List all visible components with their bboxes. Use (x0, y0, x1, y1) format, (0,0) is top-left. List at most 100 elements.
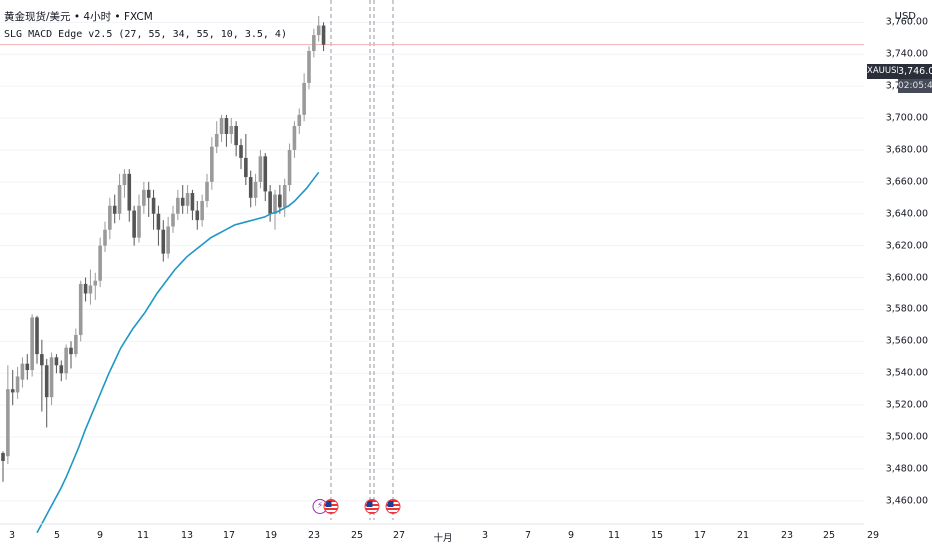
price-tick: 3,580.00 (885, 303, 928, 315)
us-flag-icon[interactable] (323, 499, 339, 514)
ma-line (36, 171, 320, 534)
candle[interactable] (282, 178, 287, 217)
candle[interactable] (156, 205, 161, 246)
time-tick: 29 (866, 530, 880, 541)
candle[interactable] (78, 280, 83, 342)
candle[interactable] (244, 133, 248, 186)
candle[interactable] (25, 354, 30, 380)
candle-body (1, 453, 5, 461)
candle[interactable] (146, 181, 151, 217)
candle-body (83, 283, 88, 294)
candle[interactable] (112, 194, 117, 224)
candle[interactable] (312, 28, 316, 58)
candle[interactable] (20, 357, 25, 388)
time-tick: 17 (693, 530, 707, 541)
candle-body (137, 205, 141, 238)
candle[interactable] (10, 370, 15, 406)
candle[interactable] (214, 121, 219, 154)
candle[interactable] (151, 189, 156, 230)
candle[interactable] (122, 169, 127, 198)
candle-body (268, 191, 272, 214)
candle[interactable] (108, 197, 112, 240)
candle[interactable] (54, 354, 59, 374)
candle[interactable] (239, 138, 243, 170)
candle[interactable] (273, 189, 277, 230)
candle-body (161, 229, 166, 254)
candle-body (248, 177, 253, 198)
candle[interactable] (234, 121, 238, 157)
us-flag-icon[interactable] (364, 499, 380, 514)
candle[interactable] (248, 170, 253, 208)
candle[interactable] (302, 73, 306, 122)
candle[interactable] (171, 205, 175, 233)
candle-body (6, 389, 10, 457)
candle[interactable] (137, 194, 141, 243)
candle[interactable] (88, 269, 93, 305)
candle[interactable] (278, 185, 282, 214)
indicator-legend[interactable]: SLG MACD Edge v2.5 (27, 55, 34, 55, 10, … (4, 29, 287, 40)
candle[interactable] (190, 189, 195, 221)
candle[interactable] (292, 121, 297, 158)
candle[interactable] (205, 173, 209, 208)
candle[interactable] (258, 149, 263, 189)
time-tick: 13 (180, 530, 194, 541)
candle[interactable] (268, 185, 272, 222)
candle-body (292, 126, 297, 150)
candle[interactable] (210, 137, 214, 190)
candle[interactable] (59, 360, 64, 382)
candle[interactable] (142, 181, 146, 214)
candle[interactable] (253, 173, 258, 206)
candle[interactable] (321, 22, 326, 52)
candle[interactable] (98, 237, 102, 288)
candle[interactable] (161, 220, 166, 262)
candle[interactable] (44, 358, 49, 428)
candle[interactable] (229, 118, 234, 144)
candle-body (103, 229, 107, 246)
candle[interactable] (176, 189, 180, 221)
candle[interactable] (35, 315, 39, 364)
candle[interactable] (297, 108, 302, 134)
time-tick: 3 (8, 530, 16, 541)
candle-body (156, 213, 161, 230)
candle[interactable] (15, 366, 20, 399)
candle[interactable] (40, 339, 44, 412)
candle[interactable] (219, 114, 224, 142)
candle[interactable] (195, 200, 200, 230)
candle[interactable] (263, 153, 268, 201)
candle-body (117, 185, 122, 214)
candle[interactable] (200, 194, 204, 227)
candle[interactable] (30, 314, 34, 377)
candle[interactable] (1, 451, 5, 482)
candle[interactable] (64, 344, 68, 380)
candle[interactable] (69, 341, 73, 369)
candle[interactable] (166, 216, 170, 259)
candle[interactable] (74, 328, 78, 358)
candle[interactable] (93, 272, 98, 300)
candle-body (263, 156, 268, 192)
candle-body (195, 210, 200, 221)
candle-body (146, 189, 151, 198)
candle[interactable] (6, 365, 10, 465)
candle[interactable] (127, 169, 132, 222)
us-flag-icon[interactable] (385, 499, 401, 514)
candle[interactable] (103, 221, 107, 253)
candle[interactable] (180, 185, 185, 214)
candles[interactable] (1, 15, 326, 482)
candle[interactable] (117, 173, 122, 221)
candle[interactable] (132, 205, 136, 246)
candle[interactable] (307, 46, 311, 90)
candle-body (25, 363, 30, 371)
candle[interactable] (49, 352, 54, 406)
price-tick: 3,540.00 (885, 367, 928, 379)
candle-body (30, 317, 34, 371)
candle[interactable] (316, 15, 321, 42)
candle[interactable] (287, 143, 292, 192)
candle[interactable] (83, 277, 88, 302)
candle[interactable] (185, 185, 190, 214)
candle[interactable] (224, 114, 229, 147)
currency-label[interactable]: USD (894, 11, 916, 22)
symbol-title[interactable]: 黄金现货/美元 • 4小时 • FXCM (4, 11, 153, 23)
candle-body (180, 197, 185, 206)
candle-body (93, 280, 98, 286)
